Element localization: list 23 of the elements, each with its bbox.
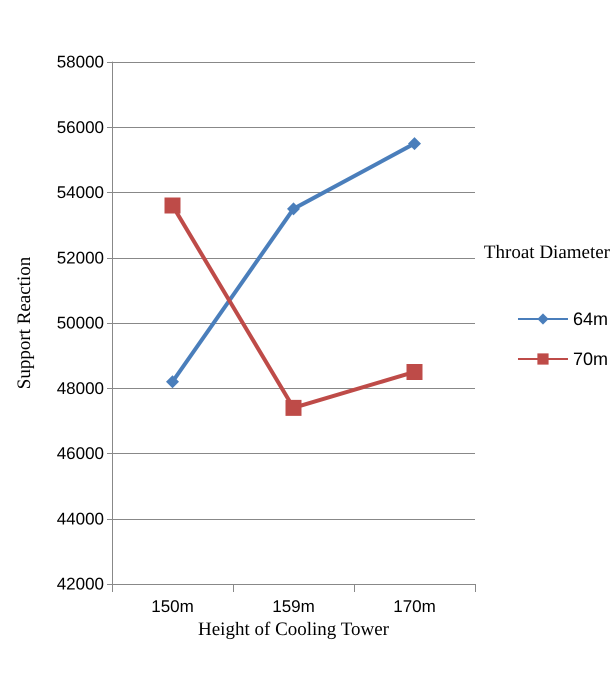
y-tick-label: 46000 — [56, 444, 104, 463]
legend-title: Throat Diameter — [484, 242, 611, 263]
x-tick-label: 150m — [151, 597, 194, 616]
y-tick-label: 42000 — [56, 574, 104, 594]
point — [164, 198, 180, 214]
y-tick-label: 44000 — [56, 509, 104, 528]
legend-label: 70m — [572, 349, 608, 369]
point — [408, 137, 421, 150]
y-tick-label: 50000 — [56, 314, 104, 332]
y-tick-label: 54000 — [56, 183, 104, 202]
x-axis-title: Height of Cooling Tower — [198, 618, 390, 640]
y-tick-label: 56000 — [56, 118, 104, 137]
point — [287, 202, 300, 216]
x-tick-label: 170m — [393, 597, 436, 616]
y-axis-title: Support Reaction — [14, 256, 35, 390]
y-tick-label: 58000 — [56, 52, 104, 72]
x-tick-label: 159m — [272, 597, 315, 616]
y-tick-label: 48000 — [56, 378, 104, 398]
legend-label: 64m — [572, 309, 608, 329]
y-tick-label: 52000 — [56, 248, 104, 268]
point — [166, 375, 179, 388]
point — [406, 364, 422, 380]
point — [286, 400, 302, 416]
